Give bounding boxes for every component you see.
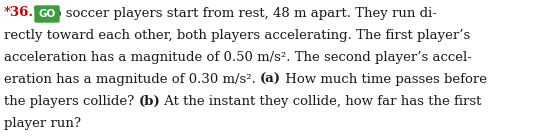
Text: (b): (b): [139, 95, 160, 107]
Text: At the instant they collide, how far has the first: At the instant they collide, how far has…: [160, 95, 481, 107]
Text: GO: GO: [39, 9, 55, 19]
Text: Two soccer players start from rest, 48 m apart. They run di-: Two soccer players start from rest, 48 m…: [34, 7, 437, 19]
Text: acceleration has a magnitude of 0.50 m/s². The second player’s accel-: acceleration has a magnitude of 0.50 m/s…: [4, 50, 472, 64]
Text: rectly toward each other, both players accelerating. The first player’s: rectly toward each other, both players a…: [4, 28, 470, 42]
FancyBboxPatch shape: [35, 6, 59, 22]
Text: (a): (a): [260, 73, 281, 85]
Text: *36.: *36.: [4, 7, 34, 19]
Text: How much time passes before: How much time passes before: [281, 73, 487, 85]
Text: player run?: player run?: [4, 116, 81, 130]
Text: eration has a magnitude of 0.30 m/s².: eration has a magnitude of 0.30 m/s².: [4, 73, 260, 85]
Text: the players collide?: the players collide?: [4, 95, 139, 107]
